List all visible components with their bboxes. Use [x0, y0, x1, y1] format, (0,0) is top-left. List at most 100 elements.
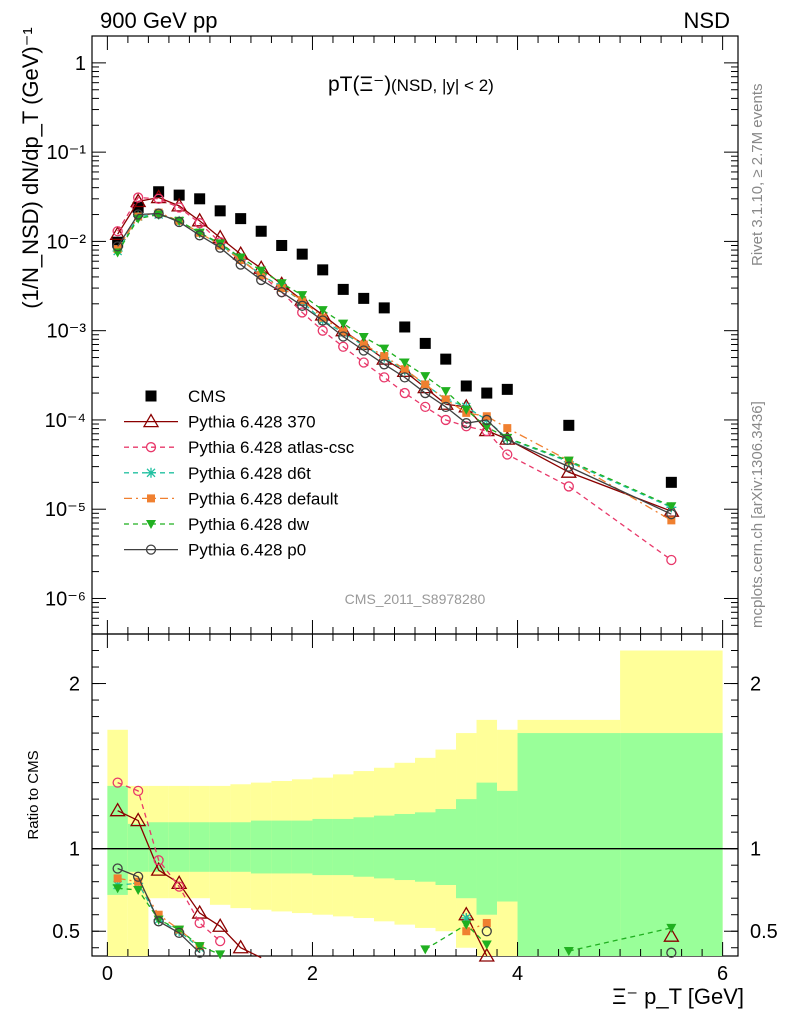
data-point	[215, 242, 226, 253]
data-point	[563, 456, 574, 466]
ratio-point	[215, 950, 226, 960]
series-line	[117, 212, 672, 515]
x-tick-label: 0	[102, 963, 113, 985]
data-point	[153, 208, 164, 219]
y-tick-label: 10⁻⁴	[45, 410, 86, 432]
data-point	[420, 401, 431, 413]
ratio-point	[194, 917, 205, 929]
data-point	[400, 365, 409, 374]
data-point	[461, 418, 472, 429]
data-point	[132, 209, 144, 220]
data-point	[501, 383, 513, 395]
data-point	[481, 423, 492, 433]
ratio-line	[117, 887, 221, 955]
data-point	[399, 358, 410, 368]
ratio-point	[174, 881, 185, 892]
data-point	[132, 201, 144, 213]
ratio-y-tick-label-right: 0.5	[750, 921, 778, 943]
data-point	[235, 253, 246, 263]
ratio-series-5	[112, 863, 677, 958]
data-point	[317, 325, 328, 336]
rivet-version-label: Rivet 3.1.10, ≥ 2.7M events	[749, 84, 766, 267]
data-point	[358, 292, 370, 304]
data-point	[256, 266, 267, 276]
ratio-point	[194, 947, 205, 958]
data-point	[461, 421, 472, 432]
legend-entry: CMS	[145, 387, 226, 406]
ratio-line	[117, 810, 262, 959]
data-point	[460, 380, 472, 392]
ratio-point	[171, 875, 188, 889]
legend-marker	[146, 467, 156, 478]
data-point	[421, 380, 430, 389]
data-point	[666, 502, 677, 512]
ratio-point	[133, 885, 144, 895]
ratio-point	[461, 913, 472, 924]
ratio-point	[153, 855, 164, 866]
ratio-point	[232, 939, 249, 954]
legend-label: Pythia 6.428 d6t	[188, 464, 311, 483]
band-inner	[497, 790, 518, 902]
data-point	[358, 332, 369, 342]
ratio-point	[154, 910, 163, 919]
data-point	[399, 372, 410, 383]
data-point	[297, 300, 308, 311]
data-point	[338, 331, 349, 342]
legend-marker	[142, 413, 160, 428]
main-axis-ticks: 1 10⁻¹ 10⁻² 10⁻³ 10⁻⁴ 10⁻⁵ 10⁻⁶	[45, 35, 738, 635]
band-inner	[168, 822, 190, 872]
data-point	[440, 401, 451, 413]
ratio-y-tick-label: 2	[69, 674, 80, 696]
y-tick-label: 10⁻³	[47, 321, 87, 343]
legend-label: Pythia 6.428 atlas-csc	[188, 438, 355, 457]
x-tick-label: 4	[512, 963, 523, 985]
header-left: 900 GeV pp	[100, 8, 217, 33]
data-point	[563, 461, 574, 472]
data-point	[419, 337, 431, 349]
ratio-point	[113, 874, 122, 883]
legend-label: CMS	[188, 387, 226, 406]
main-series-group	[109, 186, 680, 566]
data-point	[440, 353, 452, 365]
data-point	[420, 372, 431, 382]
legend-label: Pythia 6.428 p0	[188, 541, 306, 560]
ratio-point	[420, 945, 431, 955]
ratio-point	[462, 927, 471, 936]
data-point	[379, 359, 390, 370]
ratio-y-axis-label: Ratio to CMS	[25, 750, 42, 839]
data-point	[317, 315, 328, 326]
y-tick-label: 10⁻²	[47, 231, 87, 253]
legend-marker	[145, 390, 157, 402]
data-point	[338, 341, 349, 352]
data-point	[338, 319, 349, 329]
ratio-point	[666, 923, 677, 933]
legend-label: Pythia 6.428 default	[188, 489, 339, 508]
ratio-point	[112, 777, 123, 788]
data-point	[666, 554, 677, 566]
band-inner	[332, 818, 354, 876]
ratio-series-group	[109, 777, 680, 962]
ratio-point	[478, 947, 495, 962]
data-point	[380, 352, 389, 361]
x-tick-label: 6	[717, 963, 728, 985]
band-inner	[394, 813, 415, 881]
data-point	[503, 424, 512, 433]
data-point	[276, 279, 287, 289]
data-point	[359, 340, 368, 349]
data-point	[297, 291, 308, 301]
data-point	[481, 387, 493, 399]
y-tick-label: 10⁻⁵	[45, 499, 86, 521]
band-inner	[271, 820, 292, 874]
x-axis-label: Ξ⁻ p_T [GeV]	[612, 984, 744, 1009]
data-point	[174, 216, 185, 228]
data-point	[482, 412, 491, 421]
ratio-point	[563, 947, 574, 957]
legend: CMS Pythia 6.428 370 Pythia 6.428 atlas-cs…	[124, 387, 355, 560]
ratio-point	[482, 918, 491, 927]
data-point	[666, 509, 677, 520]
ratio-point	[132, 785, 144, 797]
ratio-point	[153, 916, 164, 927]
legend-marker	[145, 544, 157, 555]
data-point	[194, 218, 205, 229]
ratio-point	[481, 940, 492, 950]
